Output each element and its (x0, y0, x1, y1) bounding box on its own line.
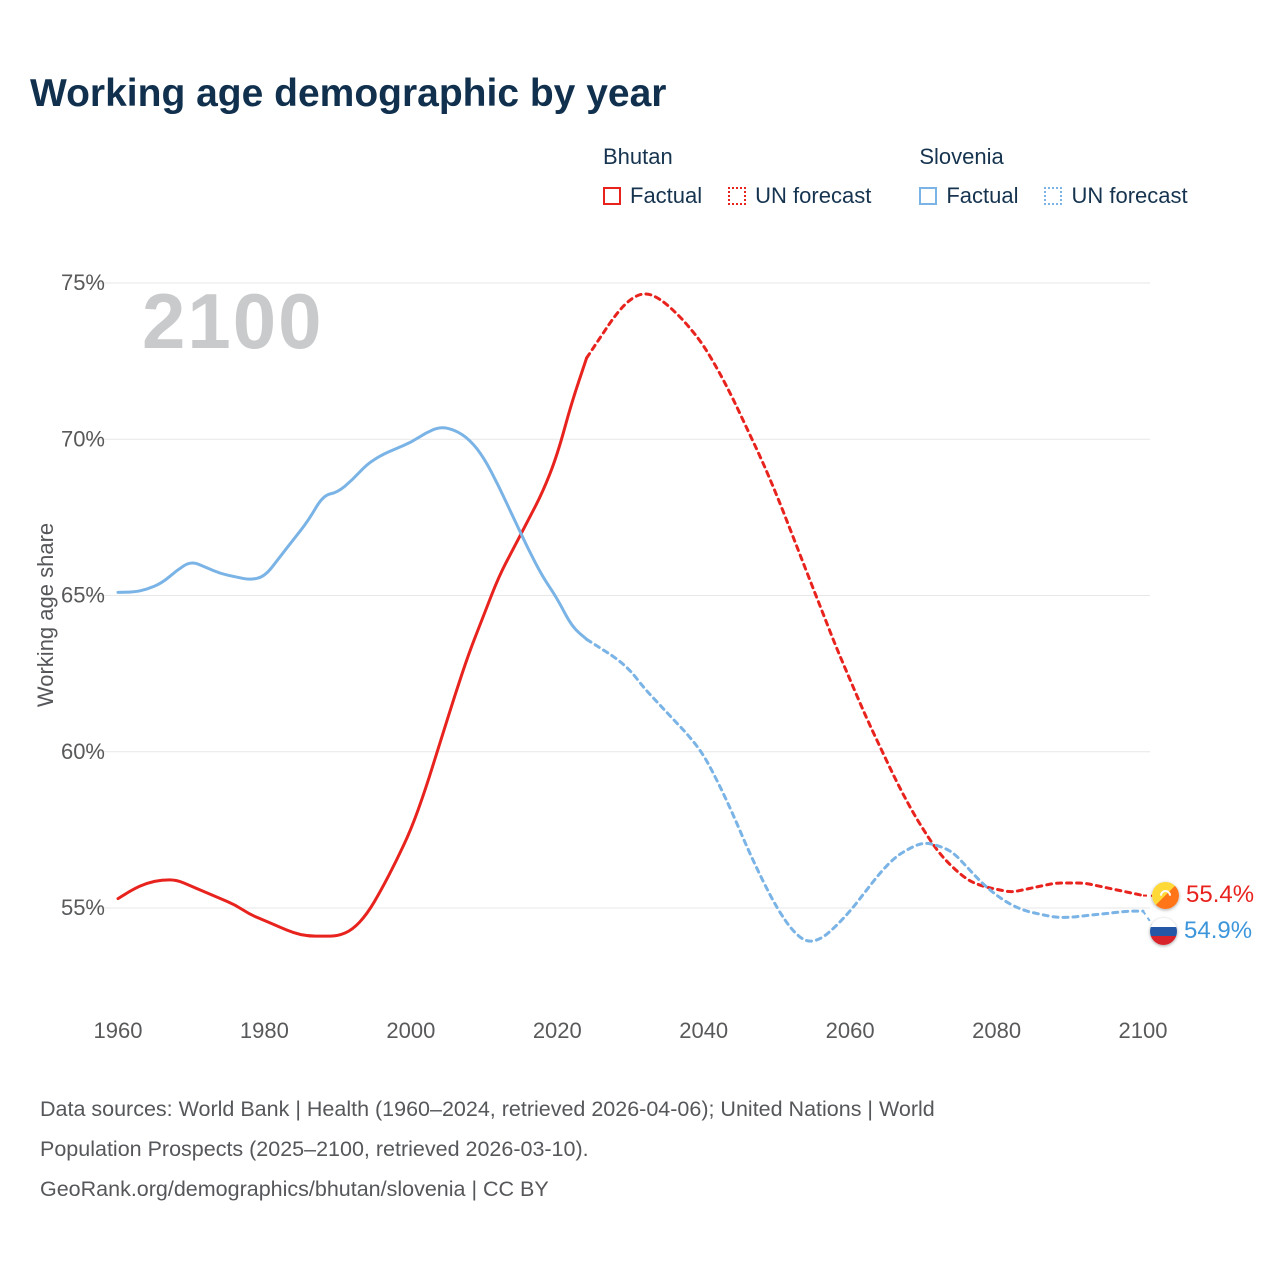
end-connector-bhutan (1142, 894, 1159, 897)
footer-line-3: GeoRank.org/demographics/bhutan/slovenia… (40, 1176, 549, 1201)
legend-item-label: Factual (630, 183, 703, 208)
legend-group-bhutan: Bhutan Factual UN forecast (603, 144, 871, 209)
y-tick-label: 65% (61, 583, 105, 608)
solid-red-swatch-icon (603, 187, 621, 205)
series-line-slovenia-forecast (585, 637, 1145, 943)
x-tick-label: 2040 (679, 1018, 728, 1043)
x-tick-label: 1960 (94, 1018, 143, 1043)
legend-group-name: Bhutan (603, 144, 673, 169)
y-tick-label: 70% (61, 426, 105, 451)
legend-item-label: Factual (946, 183, 1019, 208)
legend-group-slovenia: Slovenia Factual UN forecast (919, 144, 1188, 209)
end-label-bhutan: 55.4% (1152, 881, 1254, 909)
legend-items: Factual UN forecast (603, 183, 871, 209)
dotted-blue-swatch-icon (1044, 187, 1063, 205)
series-line-bhutan-factual (116, 356, 589, 938)
end-value-slovenia: 54.9% (1184, 917, 1253, 944)
y-tick-label: 75% (61, 270, 105, 295)
legend-item-slovenia-forecast: UN forecast (1044, 183, 1188, 209)
data-sources-footer: Data sources: World Bank | Health (1960–… (40, 1090, 935, 1209)
solid-blue-swatch-icon (919, 187, 938, 205)
footer-line-1: Data sources: World Bank | Health (1960–… (40, 1097, 935, 1121)
bhutan-flag-icon (1152, 881, 1179, 909)
series-line-slovenia-factual (116, 426, 589, 641)
y-tick-label: 60% (61, 739, 105, 764)
legend-item-label: UN forecast (755, 183, 872, 208)
year-watermark: 2100 (142, 277, 324, 365)
x-tick-label: 2100 (1119, 1018, 1168, 1043)
x-tick-label: 2060 (826, 1018, 875, 1043)
legend-item-slovenia-factual: Factual (919, 183, 1018, 209)
legend-group-name: Slovenia (919, 144, 1004, 169)
legend-items: Factual UN forecast (919, 183, 1188, 209)
x-tick-label: 2020 (533, 1018, 582, 1043)
slovenia-flag-icon (1150, 917, 1177, 945)
legend-item-label: UN forecast (1071, 183, 1188, 208)
x-tick-label: 2000 (386, 1018, 435, 1043)
dotted-red-swatch-icon (728, 187, 747, 205)
legend: Bhutan Factual UN forecast Slovenia Fact… (603, 144, 1188, 209)
x-tick-label: 1980 (240, 1018, 289, 1043)
legend-item-bhutan-forecast: UN forecast (728, 183, 871, 209)
y-tick-label: 55% (61, 895, 105, 920)
end-label-slovenia: 54.9% (1150, 917, 1252, 945)
chart-title: Working age demographic by year (30, 72, 667, 115)
series-line-bhutan-forecast (585, 292, 1145, 897)
footer-line-2: Population Prospects (2025–2100, retriev… (40, 1136, 589, 1161)
legend-item-bhutan-factual: Factual (603, 183, 702, 209)
x-tick-label: 2080 (972, 1018, 1021, 1043)
end-value-bhutan: 55.4% (1186, 881, 1255, 908)
